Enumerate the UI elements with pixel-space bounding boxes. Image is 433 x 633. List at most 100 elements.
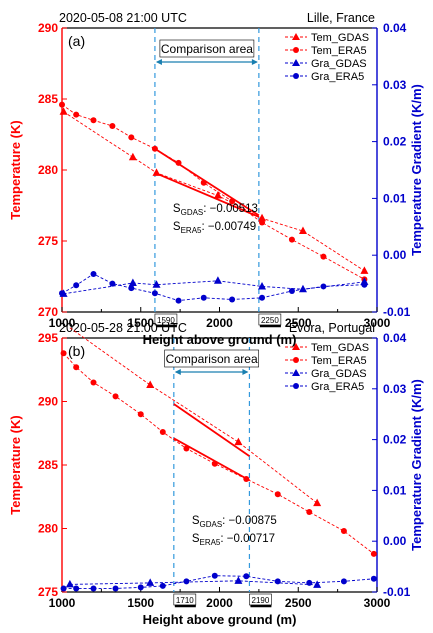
slope-value: : −0.00513 <box>203 203 258 215</box>
data-point-gra-era5 <box>109 280 116 287</box>
comparison-range-label: 1590 <box>157 316 175 325</box>
right-y-tick-label: 0.04 <box>383 331 407 345</box>
series-line-gra-gdas <box>63 280 365 295</box>
slope-value: : −0.00717 <box>220 533 275 545</box>
data-point-gra-era5 <box>370 575 377 582</box>
data-point-tem-era5 <box>60 350 67 357</box>
slope-symbol: S <box>173 203 181 215</box>
data-point-tem-era5 <box>128 134 135 141</box>
x-axis-label: Height above ground (m) <box>143 332 297 347</box>
slope-symbol: S <box>173 221 181 233</box>
slope-value: : −0.00875 <box>222 515 277 527</box>
comparison-arrowhead-right <box>242 369 249 375</box>
fit-line-gdas <box>173 403 250 457</box>
data-point-gra-era5 <box>128 285 135 292</box>
data-point-tem-gdas <box>146 380 155 388</box>
x-tick-label: 1000 <box>49 316 76 330</box>
comparison-range-label: 2190 <box>252 596 270 605</box>
data-point-tem-era5 <box>370 550 377 557</box>
data-point-gra-gdas <box>65 579 74 588</box>
panel-label: (a) <box>68 33 85 49</box>
chart-panel-a: 1000 1500 2000 2500 3000 Height above ground … <box>8 11 424 347</box>
x-tick-label: 2000 <box>206 596 233 610</box>
data-point-gra-era5 <box>175 297 182 304</box>
series-line-gra-era5 <box>63 575 374 589</box>
slope-value: : −0.00749 <box>202 221 257 233</box>
right-y-tick-label: 0.03 <box>383 382 407 396</box>
x-tick-label: 3000 <box>364 316 391 330</box>
data-point-gra-era5 <box>361 281 368 288</box>
data-point-tem-gdas <box>360 266 369 274</box>
legend-marker <box>293 383 299 389</box>
legend-marker <box>292 369 300 376</box>
comparison-label: Comparison area <box>161 42 253 56</box>
left-y-tick-label: 285 <box>38 458 58 472</box>
panel-label: (b) <box>68 343 85 359</box>
series-line-tem-era5 <box>61 104 365 280</box>
data-point-tem-era5 <box>340 528 347 535</box>
data-point-tem-gdas <box>298 226 307 235</box>
data-point-gra-era5 <box>340 578 347 585</box>
slope-annotation: SGDAS: −0.00875 <box>192 515 277 529</box>
data-point-tem-era5 <box>159 428 166 435</box>
x-tick-label: 2500 <box>285 316 312 330</box>
chart-panel-b: 1000 1500 2000 2500 3000 Height above ground … <box>8 321 424 627</box>
left-y-axis-label: Temperature (K) <box>8 120 23 219</box>
data-point-tem-era5 <box>90 379 97 386</box>
legend-marker <box>293 357 299 363</box>
data-point-gra-era5 <box>137 584 144 591</box>
data-point-tem-era5 <box>274 491 281 498</box>
legend-marker <box>293 73 299 79</box>
left-y-tick-label: 275 <box>38 585 58 599</box>
right-y-tick-label: 0.00 <box>383 248 407 262</box>
data-point-gra-era5 <box>183 578 190 585</box>
data-point-gra-gdas <box>298 284 307 293</box>
fit-line-era5 <box>173 437 250 482</box>
comparison-label-box <box>164 349 259 368</box>
data-point-gra-gdas <box>234 576 243 584</box>
data-point-gra-era5 <box>229 296 236 303</box>
data-point-tem-era5 <box>288 236 295 243</box>
data-point-gra-era5 <box>243 573 250 580</box>
x-tick-label: 1500 <box>127 316 154 330</box>
data-point-gra-gdas <box>258 281 267 290</box>
comparison-arrowhead-right <box>251 59 258 65</box>
data-point-gra-era5 <box>159 582 166 589</box>
data-point-gra-gdas <box>128 278 137 287</box>
data-point-tem-era5 <box>73 111 80 118</box>
right-y-tick-label: -0.01 <box>383 305 411 319</box>
legend-entry: Gra_GDAS <box>311 368 367 380</box>
data-point-gra-era5 <box>306 579 313 586</box>
legend-entry: Gra_ERA5 <box>311 71 364 83</box>
left-y-tick-label: 285 <box>38 92 58 106</box>
data-point-gra-era5 <box>288 287 295 294</box>
left-y-tick-label: 275 <box>38 234 58 248</box>
x-axis-label: Height above ground (m) <box>143 612 297 627</box>
legend-marker <box>292 59 300 66</box>
legend-entry: Gra_ERA5 <box>311 381 364 393</box>
right-y-tick-label: 0.04 <box>383 21 407 35</box>
left-y-tick-label: 295 <box>38 331 58 345</box>
left-y-tick-label: 280 <box>38 522 58 536</box>
data-point-tem-era5 <box>112 393 119 400</box>
right-y-tick-label: -0.01 <box>383 585 411 599</box>
x-tick-label: 2500 <box>285 596 312 610</box>
data-point-gra-era5 <box>90 270 97 277</box>
data-point-gra-gdas <box>152 280 161 288</box>
x-tick-label: 1500 <box>127 596 154 610</box>
location: Evora, Portugal <box>289 321 375 335</box>
right-y-axis-label: Temperature Gradient (K/m) <box>409 84 424 256</box>
comparison-range-label: 1710 <box>176 596 194 605</box>
slope-subscript: ERA5 <box>181 226 202 235</box>
data-point-tem-gdas <box>258 213 267 222</box>
comparison-range-label: 2250 <box>261 316 279 325</box>
data-point-tem-era5 <box>90 117 97 124</box>
data-point-tem-era5 <box>109 122 116 129</box>
data-point-gra-gdas <box>146 578 155 586</box>
left-y-axis-label: Temperature (K) <box>8 415 23 514</box>
data-point-gra-era5 <box>211 572 218 579</box>
left-y-tick-label: 290 <box>38 21 58 35</box>
data-point-tem-era5 <box>306 508 313 515</box>
data-point-gra-era5 <box>259 294 266 301</box>
